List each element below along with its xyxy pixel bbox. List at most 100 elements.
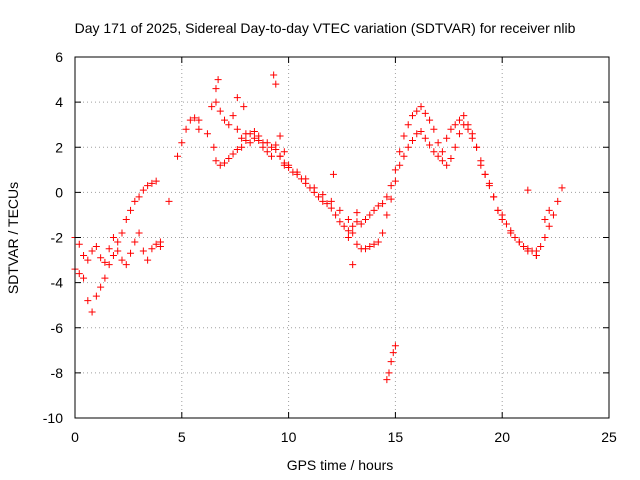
data-point <box>421 109 429 117</box>
data-point <box>404 143 412 151</box>
series-outliers <box>156 71 553 384</box>
data-point <box>400 152 408 160</box>
data-point <box>329 170 337 178</box>
data-point <box>263 148 271 156</box>
data-point <box>84 256 92 264</box>
data-point <box>92 243 100 251</box>
data-point <box>353 240 361 248</box>
plot-frame <box>74 56 610 419</box>
data-point <box>246 130 254 138</box>
data-point <box>387 195 395 203</box>
data-point <box>225 155 233 163</box>
x-tick-label: 25 <box>601 429 617 445</box>
data-point <box>502 220 510 228</box>
data-point <box>473 143 481 151</box>
data-point <box>417 103 425 111</box>
series-main <box>71 98 566 266</box>
data-point <box>165 197 173 205</box>
data-point <box>383 193 391 201</box>
data-point <box>212 85 220 93</box>
data-point <box>255 132 263 140</box>
data-point <box>144 256 152 264</box>
data-point <box>178 139 186 147</box>
data-point <box>464 125 472 133</box>
y-tick-label: -8 <box>51 365 64 381</box>
data-point <box>391 342 399 350</box>
data-point <box>340 222 348 230</box>
data-point <box>511 234 519 241</box>
data-point <box>451 143 459 151</box>
data-point <box>460 121 468 129</box>
data-point <box>443 134 451 142</box>
data-point <box>122 261 130 269</box>
data-point <box>302 175 310 183</box>
data-point <box>280 148 288 156</box>
data-point <box>498 215 506 223</box>
data-point <box>387 358 395 366</box>
data-point <box>88 308 96 316</box>
x-tick-label: 20 <box>494 429 510 445</box>
data-point <box>152 240 160 248</box>
data-point <box>195 125 203 133</box>
data-point <box>97 254 105 262</box>
y-tick-label: -6 <box>51 320 64 336</box>
data-point <box>240 103 248 111</box>
grid-lines <box>75 57 609 418</box>
data-point <box>75 270 83 278</box>
data-point <box>558 184 566 192</box>
data-point <box>208 103 216 111</box>
data-point <box>421 134 429 142</box>
data-point <box>148 245 156 253</box>
data-point <box>357 220 365 228</box>
data-point <box>233 94 241 102</box>
data-point <box>370 240 378 248</box>
data-point <box>485 179 493 187</box>
data-point <box>327 197 335 205</box>
x-tick-label: 10 <box>281 429 297 445</box>
data-point <box>447 155 455 163</box>
data-point <box>349 222 357 230</box>
data-point <box>549 211 557 219</box>
data-point <box>481 170 489 178</box>
y-tick-label: -4 <box>51 275 64 291</box>
data-point <box>344 234 352 241</box>
x-tick-label: 15 <box>388 429 404 445</box>
data-point <box>379 200 387 208</box>
data-point <box>272 146 280 154</box>
data-point <box>361 215 369 223</box>
data-point <box>268 143 276 151</box>
data-point <box>413 107 421 115</box>
data-point <box>361 245 369 253</box>
data-point <box>490 193 498 201</box>
y-tick-label: 2 <box>55 139 63 155</box>
data-point <box>430 125 438 133</box>
data-point <box>105 261 113 269</box>
data-point <box>80 274 88 282</box>
data-point <box>438 148 446 156</box>
data-point <box>438 157 446 165</box>
y-axis-label: SDTVAR / TECUs <box>5 182 21 294</box>
data-point <box>391 177 399 185</box>
data-point <box>389 349 397 357</box>
data-point <box>494 206 502 214</box>
data-point <box>242 136 250 144</box>
series-secondary <box>71 121 540 316</box>
data-point <box>127 206 135 214</box>
data-point <box>229 112 237 120</box>
data-point <box>323 200 331 208</box>
chart-title: Day 171 of 2025, Sidereal Day-to-day VTE… <box>75 20 576 36</box>
data-point <box>285 161 293 169</box>
data-point <box>174 152 182 160</box>
data-point <box>118 256 126 264</box>
data-point <box>148 179 156 187</box>
data-point <box>114 238 122 246</box>
data-point <box>221 116 229 124</box>
data-point <box>101 258 109 266</box>
data-point <box>233 146 241 154</box>
data-point <box>221 159 229 167</box>
data-point <box>443 161 451 169</box>
data-point <box>250 127 258 135</box>
data-point <box>105 245 113 253</box>
data-point <box>426 141 434 149</box>
